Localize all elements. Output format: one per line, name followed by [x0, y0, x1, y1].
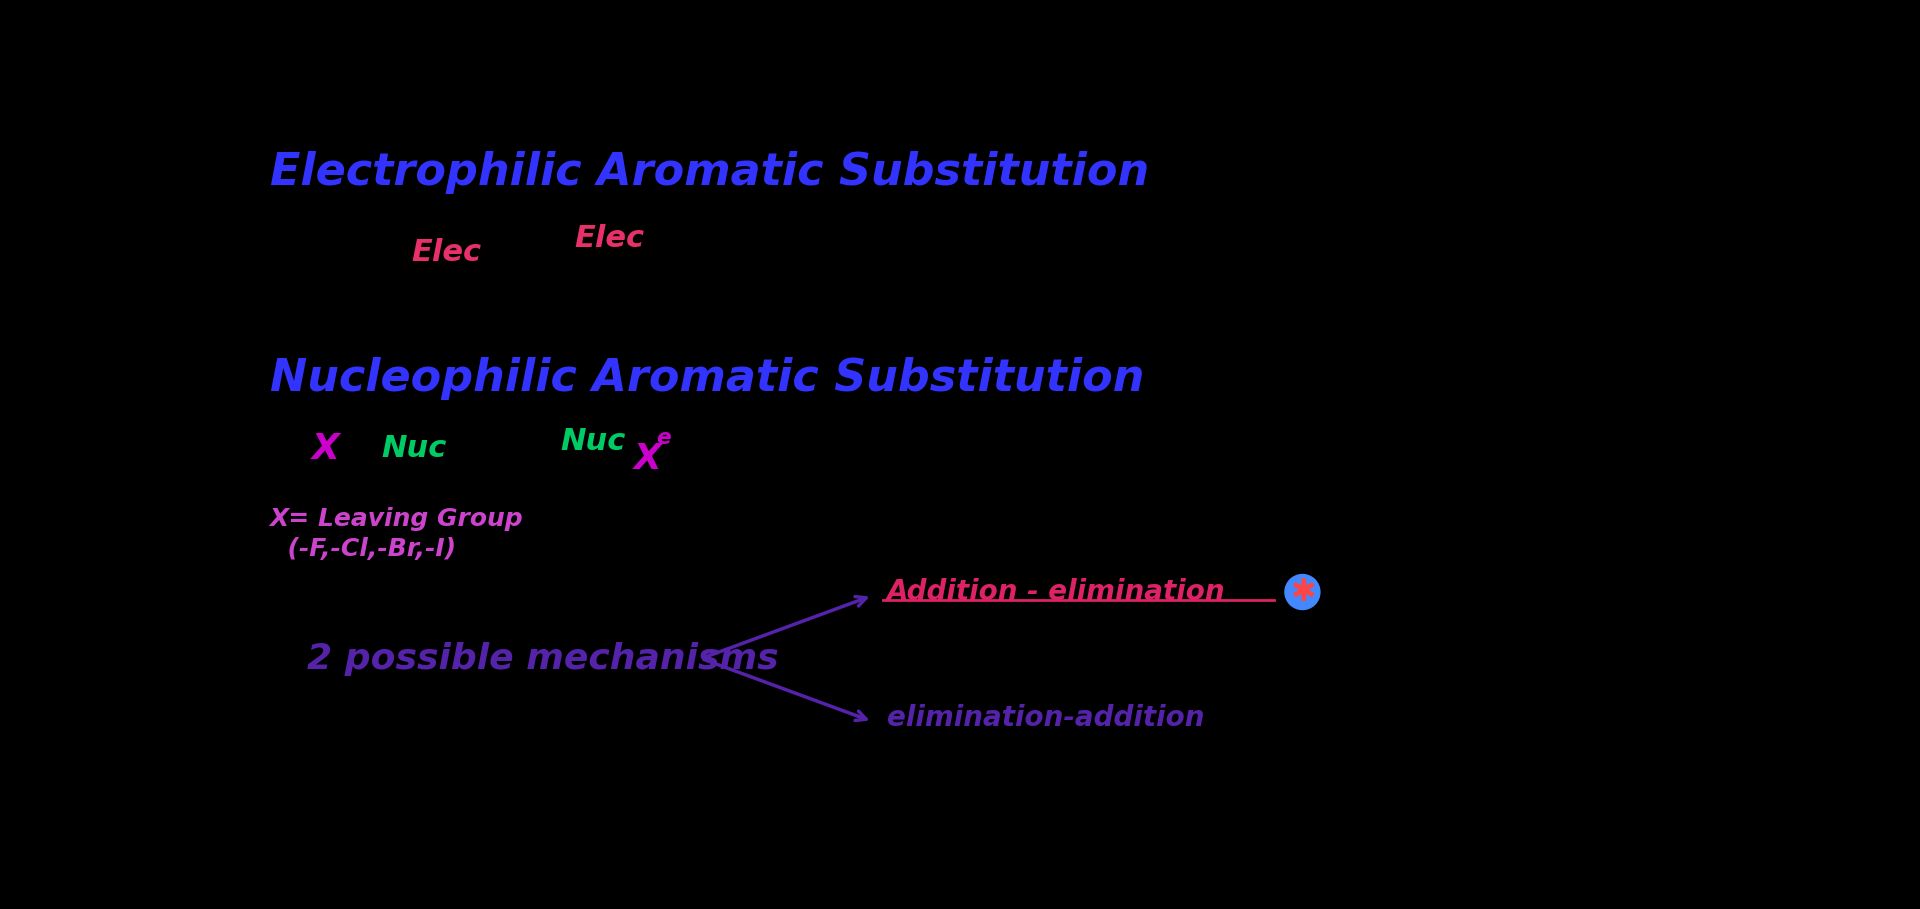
Text: Nucleophilic Aromatic Substitution: Nucleophilic Aromatic Substitution	[269, 357, 1144, 400]
Text: X= Leaving Group: X= Leaving Group	[269, 506, 524, 531]
Text: Electrophilic Aromatic Substitution: Electrophilic Aromatic Substitution	[269, 151, 1148, 194]
Ellipse shape	[1284, 574, 1319, 610]
Text: ✱: ✱	[1290, 577, 1315, 606]
Text: (-F,-Cl,-Br,-I): (-F,-Cl,-Br,-I)	[269, 536, 455, 561]
Text: elimination-addition: elimination-addition	[887, 704, 1204, 732]
Text: X: X	[634, 442, 662, 476]
Text: X: X	[311, 432, 340, 465]
Text: Nuc: Nuc	[561, 427, 626, 456]
Text: Elec: Elec	[411, 238, 482, 267]
Text: Nuc: Nuc	[382, 434, 447, 463]
Text: Elec: Elec	[574, 224, 645, 253]
Text: 2 possible mechanisms: 2 possible mechanisms	[307, 642, 780, 675]
Text: e: e	[657, 428, 672, 448]
Text: Addition - elimination: Addition - elimination	[887, 578, 1225, 606]
